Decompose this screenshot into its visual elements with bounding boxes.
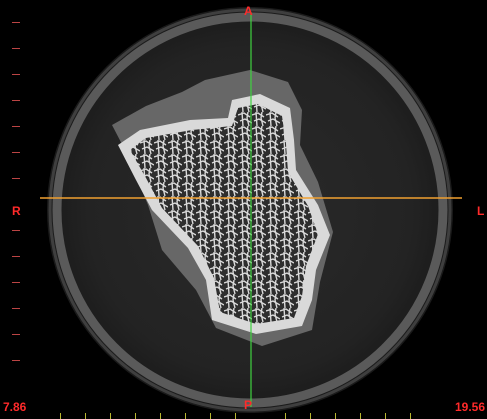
ruler-tick <box>12 100 20 101</box>
ruler-tick <box>12 48 20 49</box>
ruler-tick <box>110 413 111 419</box>
left-scale-ruler <box>0 0 20 419</box>
ruler-tick <box>12 74 20 75</box>
ruler-tick <box>210 413 211 419</box>
ruler-tick <box>185 413 186 419</box>
ruler-tick <box>12 126 20 127</box>
ruler-tick <box>12 256 20 257</box>
ruler-tick <box>235 413 236 419</box>
orientation-label-left: L <box>477 204 485 218</box>
ruler-tick <box>160 413 161 419</box>
trabecular-bone <box>130 104 318 324</box>
ruler-tick <box>335 413 336 419</box>
ruler-tick <box>12 282 20 283</box>
ruler-tick <box>12 22 20 23</box>
orientation-label-right: R <box>12 204 21 218</box>
ruler-tick <box>12 230 20 231</box>
bottom-scale-ruler <box>0 409 487 419</box>
ruler-tick <box>385 413 386 419</box>
ruler-tick <box>360 413 361 419</box>
ruler-tick <box>410 413 411 419</box>
ruler-tick <box>12 334 20 335</box>
ruler-tick <box>12 308 20 309</box>
ruler-tick <box>12 152 20 153</box>
ruler-tick <box>60 413 61 419</box>
orientation-label-posterior: P <box>244 398 253 412</box>
measurement-bottom-left: 7.86 <box>3 400 27 414</box>
ruler-tick <box>285 413 286 419</box>
ruler-tick <box>135 413 136 419</box>
field-of-view-ring <box>52 12 448 408</box>
ruler-tick <box>12 360 20 361</box>
ruler-tick <box>85 413 86 419</box>
ruler-tick <box>12 178 20 179</box>
orientation-label-anterior: A <box>244 4 253 18</box>
ruler-tick <box>310 413 311 419</box>
measurement-bottom-right: 19.56 <box>454 400 485 414</box>
